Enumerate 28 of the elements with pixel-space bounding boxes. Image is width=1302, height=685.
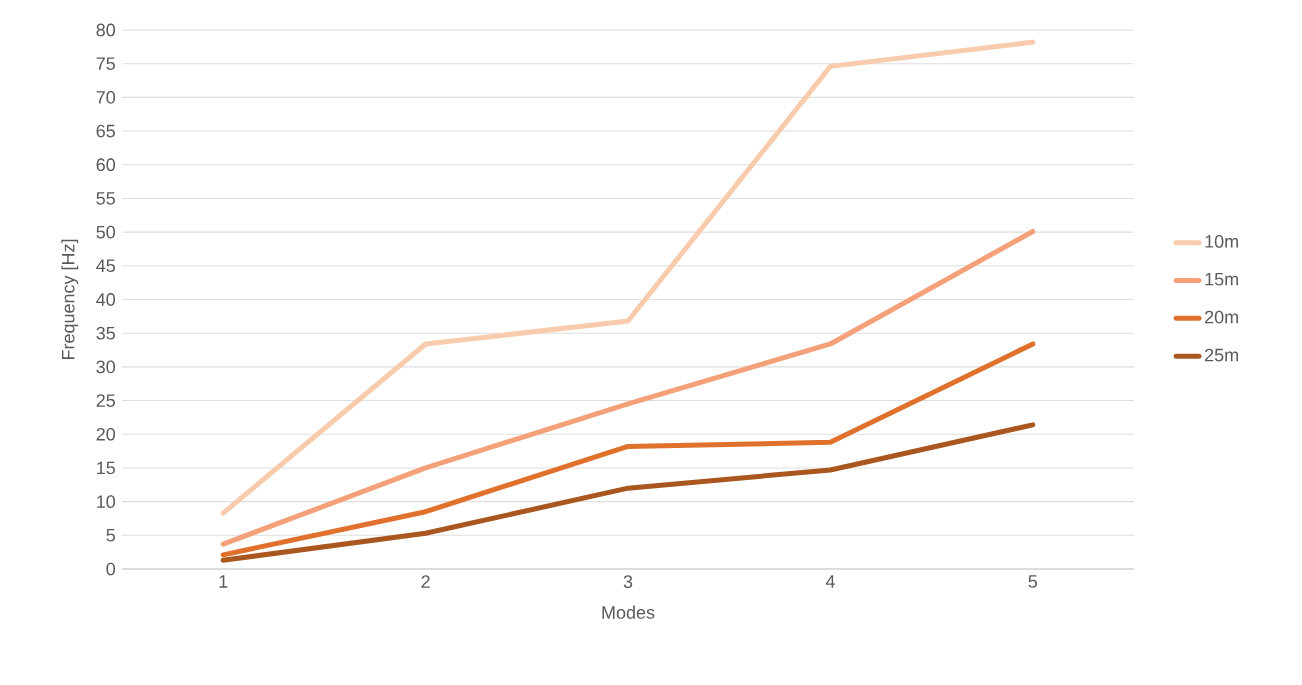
y-tick-label: 80 [96,23,116,37]
x-tick-label: 3 [623,575,633,588]
y-tick-label: 50 [96,225,116,239]
y-tick-label: 25 [96,394,115,407]
y-tick-label: 65 [96,124,115,138]
y-tick-label: 0 [106,562,116,576]
y-tick-label: 5 [106,529,115,542]
x-axis-title: Modes [602,605,655,619]
legend-label: 10m [1205,235,1238,248]
x-tick-label: 2 [421,575,430,588]
y-tick-label: 15 [97,461,115,475]
y-tick-label: 55 [96,192,115,205]
y-tick-label: 30 [96,360,116,374]
y-tick-label: 60 [96,158,116,172]
x-tick-label: 4 [825,575,835,588]
y-tick-label: 40 [96,293,116,306]
x-tick-label: 5 [1028,575,1038,588]
x-tick-label: 1 [219,575,228,588]
y-tick-label: 20 [96,427,116,441]
legend-label: 15m [1205,272,1238,286]
y-tick-label: 70 [96,91,116,104]
y-tick-label: 45 [96,259,115,273]
y-tick-label: 10 [97,495,116,508]
y-tick-label: 75 [96,57,115,70]
legend-label: 25m [1205,348,1238,362]
y-axis-title: Frequency [Hz] [61,239,79,360]
legend-label: 20m [1205,310,1238,324]
y-tick-label: 35 [96,326,115,340]
